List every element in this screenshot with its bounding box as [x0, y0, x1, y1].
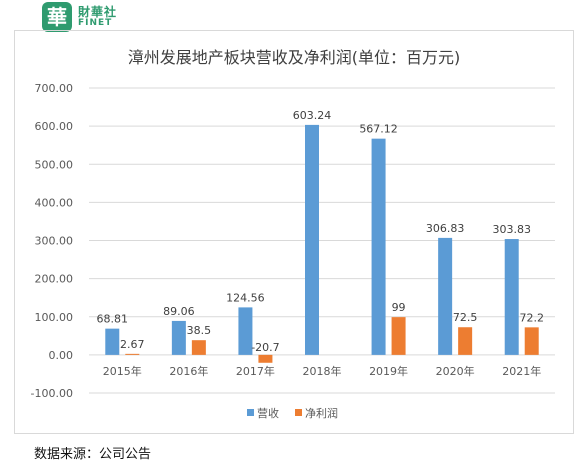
legend-label: 营收 [257, 406, 279, 420]
data-label: 68.81 [97, 313, 129, 326]
logo-brand-cn: 財華社 [78, 5, 118, 19]
revenue-bar [305, 124, 319, 355]
y-tick-label: 200.00 [35, 273, 74, 286]
x-tick-label: 2019年 [369, 364, 408, 378]
y-tick-label: -100.00 [31, 387, 73, 400]
logo-seal: 華 [42, 2, 72, 32]
profit-bar [458, 327, 473, 355]
revenue-bar [504, 239, 519, 355]
data-label: 603.24 [293, 109, 332, 122]
x-tick-label: 2015年 [103, 364, 142, 378]
revenue-bar [105, 328, 120, 355]
data-label: 2.67 [120, 338, 145, 351]
data-label: 124.56 [226, 291, 265, 304]
legend-swatch [295, 409, 302, 416]
data-label: 306.83 [426, 222, 465, 235]
revenue-bar [438, 237, 453, 355]
chart-title: 漳州发展地产板块营收及净利润(单位：百万元) [128, 48, 461, 67]
y-tick-label: 400.00 [35, 196, 74, 209]
source-note: 数据来源：公司公告 [34, 447, 152, 462]
data-label: 303.83 [492, 223, 531, 236]
y-tick-label: 700.00 [35, 82, 74, 95]
data-label: 99 [392, 301, 406, 314]
profit-bar [258, 354, 273, 363]
x-tick-label: 2020年 [436, 364, 475, 378]
data-label: 89.06 [163, 305, 195, 318]
y-tick-label: 100.00 [35, 311, 74, 324]
x-tick-label: 2018年 [303, 364, 342, 378]
revenue-profit-chart: 漳州发展地产板块营收及净利润(单位：百万元) 700.00 600.00 500.0… [31, 48, 555, 420]
profit-bar [524, 327, 539, 355]
data-label: 567.12 [359, 123, 398, 136]
finet-logo: 華 財華社 FINET [42, 2, 162, 32]
revenue-bar [371, 138, 386, 355]
data-label: 72.2 [519, 311, 544, 324]
y-tick-label: 500.00 [35, 158, 74, 171]
logo-brand-en: FINET [78, 18, 113, 28]
profit-bar [191, 340, 206, 355]
y-tick-label: 0.00 [49, 349, 74, 362]
x-tick-label: 2021年 [502, 364, 541, 378]
data-label: -20.7 [251, 341, 279, 354]
profit-bar [125, 353, 140, 355]
y-tick-label: 600.00 [35, 120, 74, 133]
legend-label: 净利润 [305, 406, 338, 420]
x-tick-label: 2016年 [169, 364, 208, 378]
x-tick-label: 2017年 [236, 364, 275, 378]
revenue-bar [238, 307, 253, 355]
data-label: 72.5 [453, 311, 478, 324]
legend-swatch [247, 409, 254, 416]
y-tick-label: 300.00 [35, 235, 74, 248]
profit-bar [391, 317, 406, 355]
revenue-bar [171, 320, 186, 355]
data-label: 38.5 [187, 324, 212, 337]
chart-frame: 漳州发展地产板块营收及净利润(单位：百万元) 700.00 600.00 500.0… [14, 30, 574, 434]
